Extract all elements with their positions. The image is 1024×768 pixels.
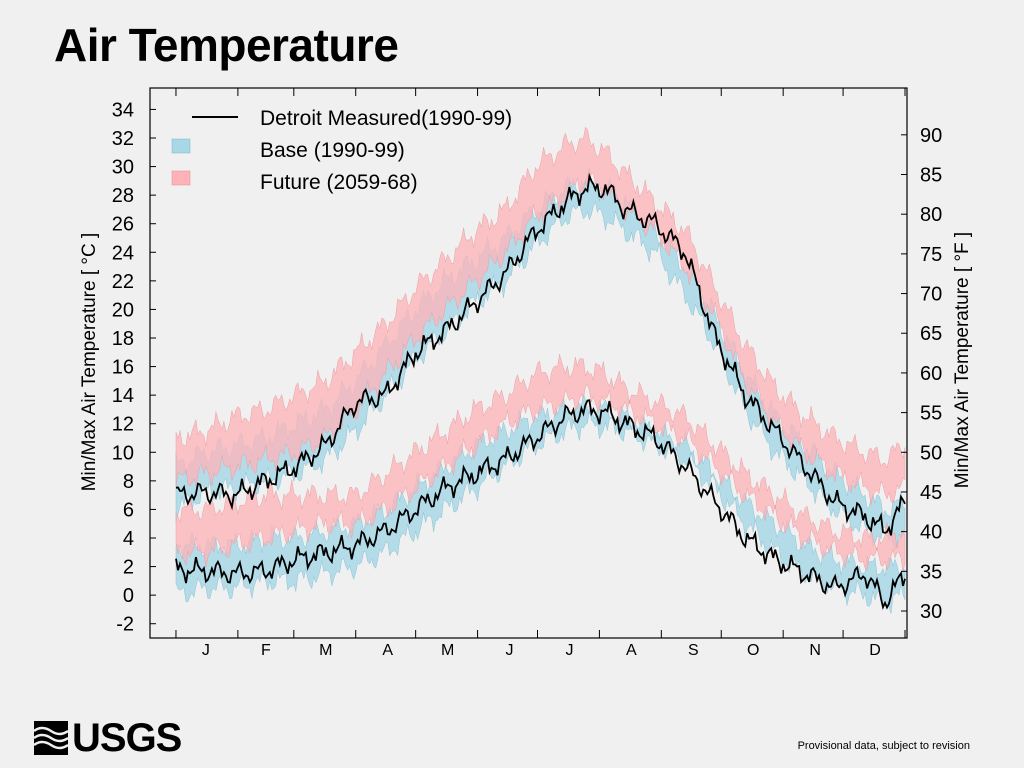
usgs-wave-icon [34,721,68,755]
legend-base-swatch [172,139,190,153]
month-label: J [506,642,514,659]
ytick-label-fahrenheit: 35 [920,561,942,583]
ytick-label-celsius: 16 [112,357,134,379]
ytick-label-celsius: 20 [112,299,134,321]
month-label: D [869,642,881,659]
month-label: A [626,642,637,659]
ytick-label-celsius: -2 [116,614,134,636]
y-axis-label-fahrenheit: Min/Max Air Temperature [ °F ] [952,232,973,488]
ytick-label-celsius: 22 [112,271,134,293]
ytick-label-fahrenheit: 50 [920,442,942,464]
month-label: M [441,642,454,659]
month-label: J [565,642,573,659]
ytick-label-celsius: 2 [123,557,134,579]
usgs-logo: USGS [34,718,181,758]
ytick-label-fahrenheit: 75 [920,244,942,266]
y-axis-label-celsius: Min/Max Air Temperature [ °C ] [79,233,100,492]
month-label: A [382,642,393,659]
month-label: M [319,642,332,659]
temperature-chart: -202468101214161820222426283032343035404… [0,0,1024,768]
legend-label-measured: Detroit Measured(1990-99) [260,107,512,130]
ytick-label-celsius: 8 [123,471,134,493]
month-label: N [809,642,821,659]
footnote: Provisional data, subject to revision [798,740,970,752]
ytick-label-celsius: 26 [112,214,134,236]
ytick-label-celsius: 0 [123,585,134,607]
legend-label-base: Base (1990-99) [260,139,405,162]
ytick-label-celsius: 28 [112,185,134,207]
ytick-label-fahrenheit: 70 [920,284,942,306]
ytick-label-celsius: 24 [112,242,134,264]
ytick-label-fahrenheit: 45 [920,482,942,504]
ytick-label-celsius: 34 [112,99,134,121]
ytick-label-celsius: 14 [112,385,134,407]
legend-future-swatch [172,171,190,185]
ytick-label-celsius: 30 [112,157,134,179]
month-label: O [747,642,759,659]
ytick-label-celsius: 6 [123,499,134,521]
ytick-label-fahrenheit: 90 [920,125,942,147]
ytick-label-fahrenheit: 60 [920,363,942,385]
ytick-label-fahrenheit: 40 [920,522,942,544]
month-label: S [688,642,699,659]
ytick-label-fahrenheit: 30 [920,601,942,623]
ytick-label-fahrenheit: 85 [920,165,942,187]
ytick-label-celsius: 10 [112,442,134,464]
ytick-label-fahrenheit: 65 [920,323,942,345]
legend-label-future: Future (2059-68) [260,171,418,194]
ytick-label-celsius: 32 [112,128,134,150]
usgs-wordmark: USGS [72,718,181,758]
ytick-label-fahrenheit: 55 [920,403,942,425]
ytick-label-celsius: 18 [112,328,134,350]
ytick-label-celsius: 12 [112,414,134,436]
month-label: J [202,642,210,659]
month-label: F [261,642,271,659]
ytick-label-fahrenheit: 80 [920,204,942,226]
ytick-label-celsius: 4 [123,528,134,550]
